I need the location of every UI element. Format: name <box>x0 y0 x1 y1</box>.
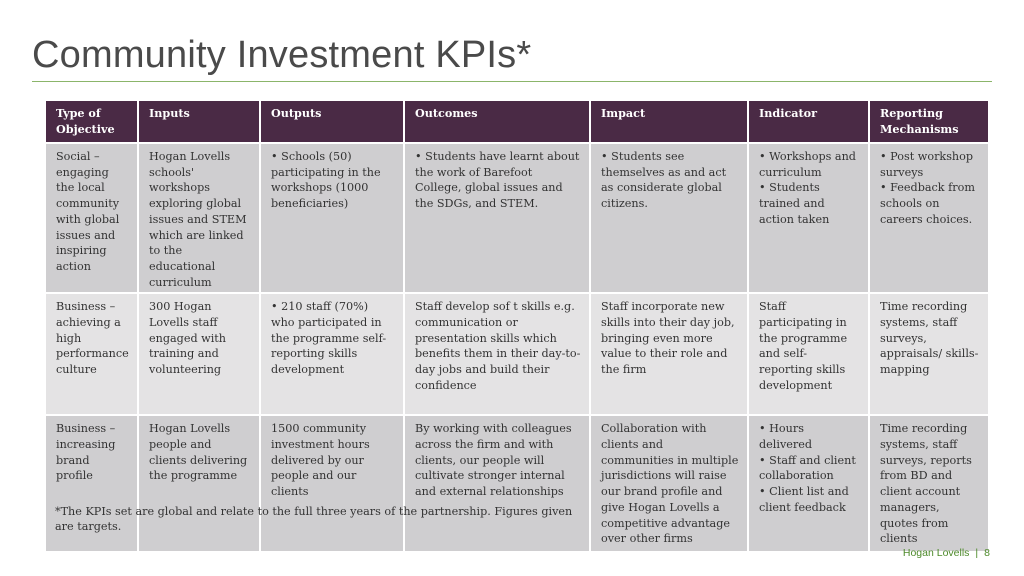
table-cell: 1500 community investment hours delivere… <box>259 414 405 554</box>
table-cell: • Post workshop surveys • Feedback from … <box>868 141 990 295</box>
table-cell: Business – increasing brand profile <box>44 414 139 554</box>
table-cell: • Students have learnt about the work of… <box>403 141 591 295</box>
title-divider <box>32 81 992 82</box>
table-header-row: Type of Objective Inputs Outputs Outcome… <box>44 99 990 144</box>
table-cell: • Hours delivered • Staff and client col… <box>747 414 870 554</box>
header-reporting-mechanisms: Reporting Mechanisms <box>868 99 990 144</box>
table-cell: Staff participating in the programme and… <box>747 292 870 417</box>
header-outputs: Outputs <box>259 99 405 144</box>
header-indicator: Indicator <box>747 99 870 144</box>
table-cell: • Students see themselves as and act as … <box>589 141 749 295</box>
footnote: *The KPIs set are global and relate to t… <box>55 505 573 533</box>
table-cell: Staff develop sof t skills e.g. communic… <box>403 292 591 417</box>
header-inputs: Inputs <box>137 99 261 144</box>
table-cell: Collaboration with clients and communiti… <box>589 414 749 554</box>
header-type-of-objective: Type of Objective <box>44 99 139 144</box>
table-cell: Time recording systems, staff surveys, r… <box>868 414 990 554</box>
kpi-table: Type of Objective Inputs Outputs Outcome… <box>44 99 990 554</box>
page-number: 8 <box>984 547 990 559</box>
header-outcomes: Outcomes <box>403 99 591 144</box>
table-cell: • 210 staff (70%) who participated in th… <box>259 292 405 417</box>
table-cell: By working with colleagues across the fi… <box>403 414 591 554</box>
page-title: Community Investment KPIs* <box>32 34 532 76</box>
table-cell: Business – achieving a high performance … <box>44 292 139 417</box>
footer-separator: | <box>975 547 979 559</box>
table-cell: • Workshops and curriculum • Students tr… <box>747 141 870 295</box>
table-cell: Time recording systems, staff surveys, a… <box>868 292 990 417</box>
table-cell: • Schools (50) participating in the work… <box>259 141 405 295</box>
table-cell: 300 Hogan Lovells staff engaged with tra… <box>137 292 261 417</box>
table-cell: Hogan Lovells schools' workshops explori… <box>137 141 261 295</box>
footer-brand: Hogan Lovells <box>902 547 970 559</box>
table-cell: Hogan Lovells people and clients deliver… <box>137 414 261 554</box>
table-cell: Staff incorporate new skills into their … <box>589 292 749 417</box>
table-row: Business – achieving a high performance … <box>44 292 990 417</box>
slide-footer: Hogan Lovells | 8 <box>903 547 990 559</box>
header-impact: Impact <box>589 99 749 144</box>
table-cell: Social – engaging the local community wi… <box>44 141 139 295</box>
table-row: Social – engaging the local community wi… <box>44 141 990 295</box>
table-row: Business – increasing brand profile Hoga… <box>44 414 990 554</box>
